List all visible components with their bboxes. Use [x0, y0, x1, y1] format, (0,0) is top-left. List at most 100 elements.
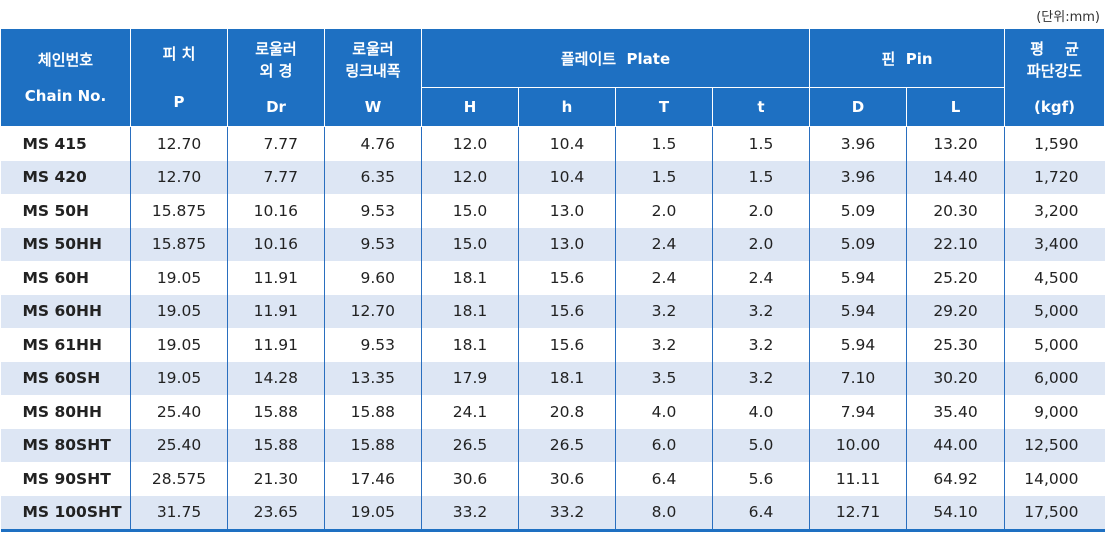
header-pin-D: D — [809, 87, 907, 127]
chain-no-cell: MS 50HH — [0, 227, 131, 261]
value-cell: 15.875 — [130, 194, 228, 228]
value-cell: 5,000 — [1004, 328, 1105, 362]
header-pin-L: L — [906, 87, 1005, 127]
value-cell: 2.4 — [615, 261, 713, 295]
value-cell: 30.6 — [518, 462, 616, 496]
header-strength-l1: 평 균 — [1030, 39, 1079, 58]
chain-no-cell: MS 61HH — [22, 335, 103, 354]
value-cell: 11.91 — [227, 261, 325, 295]
value-cell: 5.09 — [809, 227, 907, 261]
value-cell: 3.2 — [615, 328, 713, 362]
value-cell: 21.30 — [227, 462, 325, 496]
chain-spec-table: 체인번호 Chain No. 피 치 P 로울러 외 경 Dr 로울러 링크내폭… — [0, 28, 1105, 532]
value-cell: 33.2 — [421, 495, 519, 532]
value-cell: 15.88 — [324, 428, 422, 462]
value-cell: 6.4 — [615, 462, 713, 496]
value-cell: 12.71 — [809, 495, 907, 532]
value-cell: 3.2 — [712, 294, 810, 328]
value-cell: 15.0 — [421, 227, 519, 261]
table-row: MS 80SHT 25.40 15.88 15.88 26.5 26.5 6.0 5.0 10.… — [0, 428, 1105, 462]
header-chain-no-ko: 체인번호 — [37, 50, 94, 69]
value-cell: 20.30 — [906, 194, 1005, 228]
value-cell: 2.0 — [712, 227, 810, 261]
header-chain-no: 체인번호 Chain No. — [0, 28, 131, 127]
header-plate-H: H — [421, 87, 519, 127]
value-cell: 1,590 — [1004, 126, 1105, 161]
value-cell: 19.05 — [130, 328, 228, 362]
table-row: MS 50H 15.875 10.16 9.53 15.0 13.0 2.0 2.0 5.09 2… — [1, 194, 1105, 228]
value-cell: 30.20 — [906, 361, 1005, 395]
header-plate-T: T — [615, 87, 713, 127]
value-cell: 3.2 — [615, 294, 713, 328]
value-cell: 6.0 — [615, 428, 713, 462]
value-cell: 3.96 — [809, 160, 907, 194]
value-cell: 4,500 — [1004, 261, 1105, 295]
value-cell: 3,200 — [1004, 194, 1105, 228]
value-cell: 5.09 — [809, 194, 907, 228]
value-cell: 5.94 — [809, 328, 907, 362]
chain-no-cell: MS 420 — [0, 160, 131, 194]
header-roller-od: 로울러 외 경 Dr — [227, 28, 325, 127]
value-cell: 14.40 — [906, 160, 1005, 194]
value-cell: 18.1 — [421, 328, 519, 362]
value-cell: 1.5 — [615, 160, 713, 194]
value-cell: 11.91 — [227, 294, 325, 328]
value-cell: 11.11 — [809, 462, 907, 496]
table-row: MS 90SHT 28.575 21.30 17.46 30.6 30.6 6.4 5.6 11… — [1, 462, 1105, 496]
value-cell: 19.05 — [324, 495, 422, 532]
value-cell: 19.05 — [130, 294, 228, 328]
value-cell: 17.46 — [324, 462, 422, 496]
value-cell: 3.2 — [712, 361, 810, 395]
value-cell: 11.91 — [227, 328, 325, 362]
value-cell: 10.4 — [518, 126, 616, 161]
value-cell: 15.6 — [518, 261, 616, 295]
chain-no-cell: MS 80SHT — [0, 428, 131, 462]
chain-no-cell: MS 60SH — [0, 361, 131, 395]
value-cell: 18.1 — [518, 361, 616, 395]
header-plate-t: t — [712, 87, 810, 127]
chain-no-cell: MS 100SHT — [0, 495, 131, 532]
value-cell: 9.53 — [324, 194, 422, 228]
value-cell: 2.4 — [712, 261, 810, 295]
table-row: MS 420 12.70 7.77 6.35 12.0 10.4 1.5 1.5 3.96 14.… — [0, 160, 1105, 194]
header-pitch: 피 치 P — [130, 28, 228, 127]
value-cell: 13.20 — [906, 126, 1005, 161]
value-cell: 15.875 — [130, 227, 228, 261]
chain-no-cell: MS 415 — [22, 134, 87, 153]
value-cell: 12.0 — [421, 126, 519, 161]
value-cell: 6.35 — [324, 160, 422, 194]
chain-no-cell: MS 60H — [22, 268, 90, 287]
value-cell: 33.2 — [518, 495, 616, 532]
value-cell: 12.70 — [130, 160, 228, 194]
header-pin: 핀 Pin — [809, 28, 1005, 88]
value-cell: 1.5 — [712, 160, 810, 194]
header-roller-width-sym: W — [364, 97, 382, 116]
value-cell: 22.10 — [906, 227, 1005, 261]
header-roller-width-l1: 로울러 — [352, 39, 394, 58]
header-pitch-sym: P — [173, 92, 185, 111]
value-cell: 35.40 — [906, 395, 1005, 429]
header-pitch-ko: 피 치 — [162, 44, 196, 63]
value-cell: 6.4 — [712, 495, 810, 532]
value-cell: 13.0 — [518, 194, 616, 228]
value-cell: 2.4 — [615, 227, 713, 261]
value-cell: 26.5 — [421, 428, 519, 462]
value-cell: 2.0 — [615, 194, 713, 228]
value-cell: 12,500 — [1004, 428, 1105, 462]
value-cell: 9.53 — [324, 227, 422, 261]
header-roller-width-l2: 링크내폭 — [345, 61, 401, 80]
value-cell: 25.30 — [906, 328, 1005, 362]
value-cell: 54.10 — [906, 495, 1005, 532]
table-row: MS 61HH 19.05 11.91 9.53 18.1 15.6 3.2 3.2 5.94 2… — [1, 328, 1105, 362]
value-cell: 3,400 — [1004, 227, 1105, 261]
value-cell: 1.5 — [615, 126, 713, 161]
table-body: MS 415 12.70 7.77 4.76 12.0 10.4 1.5 1.5 3.96 13.… — [0, 126, 1105, 532]
value-cell: 3.5 — [615, 361, 713, 395]
value-cell: 15.0 — [421, 194, 519, 228]
value-cell: 3.96 — [809, 126, 907, 161]
chain-no-cell: MS 50H — [22, 201, 90, 220]
header-plate-h: h — [518, 87, 616, 127]
chain-no-cell: MS 60HH — [0, 294, 131, 328]
value-cell: 25.20 — [906, 261, 1005, 295]
header-roller-od-l1: 로울러 — [255, 39, 297, 58]
